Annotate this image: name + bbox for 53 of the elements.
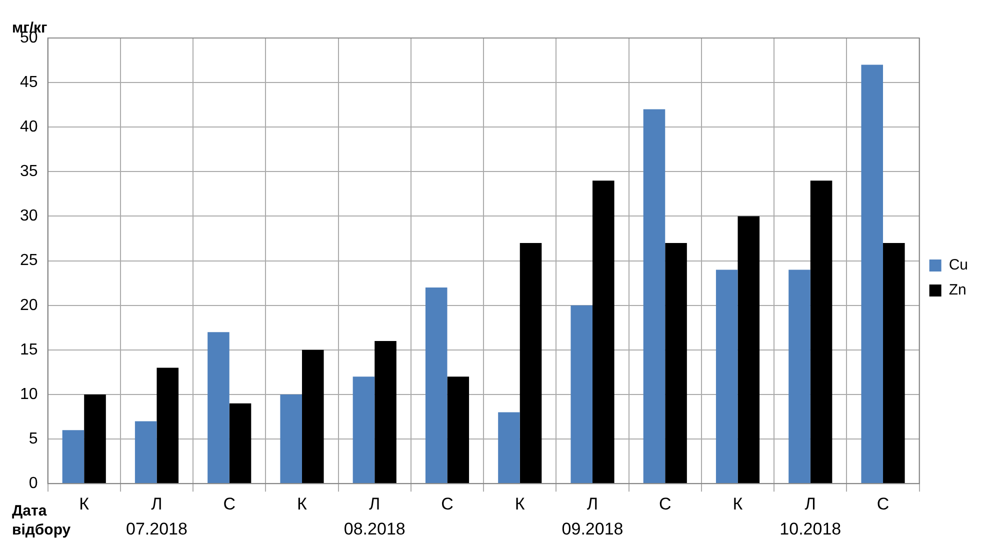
x-tick-label: С	[658, 494, 672, 514]
text: 10.2018	[780, 519, 842, 538]
x-tick-label: С	[876, 494, 890, 514]
bar	[861, 64, 884, 484]
legend-label: Zn	[948, 282, 966, 299]
bar	[352, 376, 375, 484]
bar	[716, 270, 738, 484]
bar	[592, 180, 614, 484]
bar	[62, 430, 84, 484]
y-tick-label: 10	[20, 386, 38, 403]
x-axis-title: Дата відбору	[12, 502, 72, 539]
y-tick-label: 25	[20, 252, 38, 270]
bar	[156, 368, 179, 484]
x-tick-label: Л	[586, 494, 598, 514]
bar	[229, 403, 252, 484]
x-tick-label: К	[514, 494, 525, 514]
bar	[134, 421, 157, 484]
y-tick-label: 40	[20, 118, 38, 136]
bar	[84, 394, 106, 484]
text: 09.2018	[562, 519, 624, 538]
x-tick-label: Л	[151, 494, 162, 514]
bar	[788, 270, 810, 484]
y-tick-label: 5	[28, 430, 38, 448]
x-tick-label: К	[297, 494, 308, 514]
x-tick-label: К	[79, 494, 90, 514]
y-tick-label: 35	[20, 163, 38, 180]
bar	[810, 180, 832, 484]
bar	[208, 332, 230, 484]
y-tick-label: 45	[20, 74, 38, 91]
bar	[883, 242, 905, 484]
bar	[738, 216, 760, 484]
bar	[447, 376, 470, 484]
x-tick-label: Л	[369, 494, 380, 514]
bar	[374, 341, 396, 484]
legend-label: Cu	[948, 256, 968, 274]
bar	[425, 288, 448, 484]
x-tick-label: С	[441, 494, 454, 514]
y-tick-label: 20	[20, 296, 38, 314]
y-tick-label: 0	[28, 475, 38, 492]
y-tick-label: 30	[20, 208, 38, 225]
text: 08.2018	[344, 519, 406, 538]
bar	[520, 242, 542, 484]
bar	[665, 242, 687, 484]
x-tick-label: С	[223, 494, 236, 514]
bar	[570, 305, 592, 484]
y-tick-label: 15	[20, 341, 38, 358]
bar	[280, 394, 302, 484]
bar	[643, 109, 666, 484]
x-tick-label: К	[732, 494, 743, 514]
x-tick-label: Л	[804, 494, 816, 514]
text: 07.2018	[126, 519, 188, 538]
bar	[302, 350, 324, 484]
bar	[498, 412, 520, 484]
